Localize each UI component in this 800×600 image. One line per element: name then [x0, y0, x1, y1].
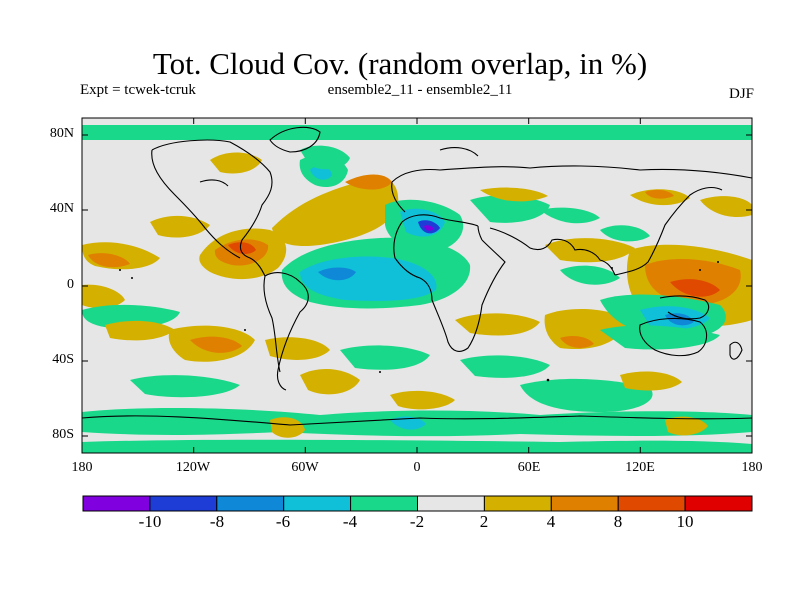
- lat-label-80s: 80S: [52, 427, 74, 442]
- field-southern-ocean: [82, 408, 752, 453]
- colorbar-box: [149, 495, 218, 512]
- lon-label-60e: 60E: [517, 460, 541, 475]
- colorbar-box: [417, 495, 485, 512]
- field-indo-pacific: [560, 189, 752, 338]
- season-label: DJF: [728, 86, 754, 102]
- colorbar-box: [617, 495, 686, 512]
- colorbar: [82, 495, 753, 512]
- ensemble-label: ensemble2_11 - ensemble2_11: [327, 82, 513, 98]
- colorbar-label: -4: [342, 512, 358, 531]
- colorbar-box: [82, 495, 151, 512]
- lon-label-60w: 60W: [291, 460, 319, 475]
- colorbar-label: 10: [676, 512, 694, 531]
- colorbar-box: [216, 495, 285, 512]
- field-americas: [82, 152, 287, 280]
- colorbar-label: 4: [546, 512, 556, 531]
- lon-label-120w: 120W: [175, 460, 211, 475]
- colorbar-box: [483, 495, 552, 512]
- colorbar-box: [350, 495, 419, 512]
- lon-label-180e: 180: [741, 460, 763, 475]
- lon-label-180w: 180: [71, 460, 93, 475]
- map-ticks: [81, 118, 753, 453]
- colorbar-label: 2: [479, 512, 489, 531]
- colorbar-label: -2: [409, 512, 425, 531]
- colorbar-box: [684, 495, 753, 512]
- lat-label-80n: 80N: [49, 126, 74, 141]
- coastline-dots: [119, 261, 719, 382]
- lon-label-120e: 120E: [625, 460, 655, 475]
- lat-label-40s: 40S: [52, 352, 74, 367]
- colorbar-box: [550, 495, 619, 512]
- colorbar-label: -6: [275, 512, 291, 531]
- colorbar-label: 8: [613, 512, 623, 531]
- coastlines: [82, 126, 752, 426]
- lat-label-0: 0: [67, 277, 74, 292]
- lon-label-0: 0: [413, 460, 421, 475]
- field-southern-hemisphere: [82, 284, 720, 412]
- colorbar-label: -8: [209, 512, 225, 531]
- field-africa-eurasia: [455, 187, 635, 350]
- map-title: Tot. Cloud Cov. (random overlap, in %): [152, 46, 648, 81]
- lat-label-40n: 40N: [49, 201, 74, 216]
- map-field: [82, 118, 752, 453]
- colorbar-box: [283, 495, 352, 512]
- experiment-label: Expt = tcwek-tcruk: [80, 82, 196, 98]
- colorbar-label: -10: [138, 512, 162, 531]
